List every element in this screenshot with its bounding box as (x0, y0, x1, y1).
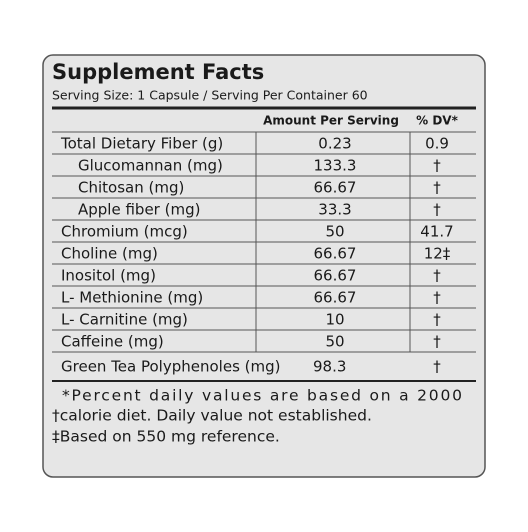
daily-value: 12‡ (424, 245, 451, 263)
nutrient-name: Green Tea Polyphenoles (mg) (61, 358, 281, 376)
footnote: †calorie diet. Daily value not establish… (52, 407, 372, 425)
daily-value: † (433, 267, 441, 285)
nutrient-name: Inositol (mg) (61, 267, 156, 285)
amount: 133.3 (314, 157, 357, 175)
daily-value: 0.9 (425, 135, 449, 153)
daily-value: 41.7 (420, 223, 453, 241)
amount: 33.3 (318, 201, 351, 219)
daily-value: † (433, 333, 441, 351)
daily-value: † (433, 179, 441, 197)
daily-value: † (433, 311, 441, 329)
amount: 10 (325, 311, 344, 329)
nutrient-name: Caffeine (mg) (61, 333, 164, 351)
nutrient-name: L- Carnitine (mg) (61, 311, 188, 329)
nutrient-name: Total Dietary Fiber (g) (60, 135, 223, 153)
column-header: % DV* (416, 114, 458, 128)
amount: 50 (325, 333, 344, 351)
nutrient-name: Chromium (mcg) (61, 223, 188, 241)
panel (42, 54, 486, 478)
nutrient-name: Chitosan (mg) (78, 179, 184, 197)
daily-value: † (433, 358, 441, 376)
amount: 98.3 (313, 358, 346, 376)
footnote: ‡Based on 550 mg reference. (52, 428, 280, 446)
nutrient-name: Apple fiber (mg) (78, 201, 200, 219)
amount: 50 (325, 223, 344, 241)
serving-size: Serving Size: 1 Capsule / Serving Per Co… (52, 88, 368, 103)
amount: 66.67 (314, 245, 357, 263)
nutrient-name: L- Methionine (mg) (61, 289, 203, 307)
amount: 66.67 (314, 289, 357, 307)
daily-value: † (433, 157, 441, 175)
nutrient-name: Choline (mg) (61, 245, 158, 263)
daily-value: † (433, 289, 441, 307)
amount: 66.67 (314, 179, 357, 197)
daily-value: † (433, 201, 441, 219)
nutrient-name: Glucomannan (mg) (78, 157, 223, 175)
title: Supplement Facts (52, 60, 264, 84)
amount: 0.23 (318, 135, 351, 153)
amount: 66.67 (314, 267, 357, 285)
column-header: Amount Per Serving (263, 114, 399, 128)
